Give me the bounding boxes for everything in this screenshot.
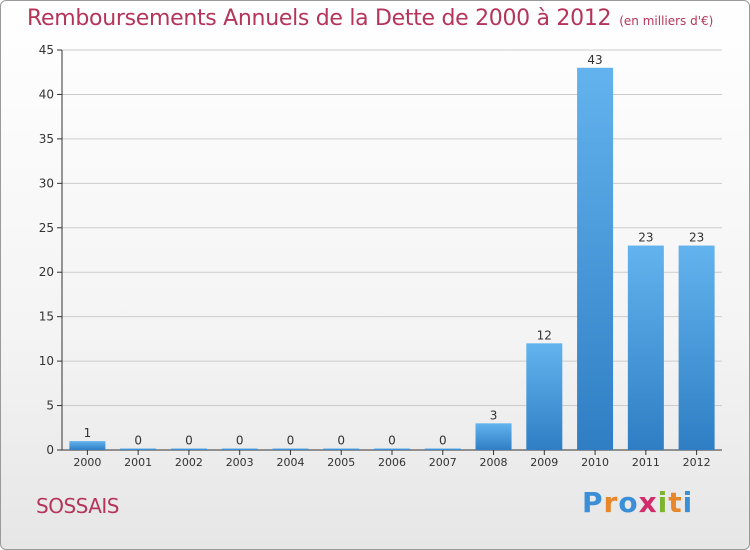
- data-label: 12: [537, 328, 552, 342]
- x-tick-label: 2011: [632, 456, 660, 469]
- x-tick-label: 2001: [124, 456, 152, 469]
- bar: [120, 448, 157, 450]
- data-label: 0: [388, 434, 396, 448]
- data-label: 0: [236, 434, 244, 448]
- y-tick-label: 5: [46, 399, 54, 413]
- logo-letter: t: [668, 486, 683, 519]
- data-label: 0: [439, 434, 447, 448]
- bar: [221, 448, 258, 450]
- logo-letter: r: [603, 486, 619, 519]
- y-tick-label: 0: [46, 443, 54, 457]
- logo-letter: i: [682, 486, 694, 519]
- bar: [69, 441, 106, 450]
- bar: [627, 245, 664, 450]
- logo-letter: o: [618, 486, 639, 519]
- bar: [424, 448, 461, 450]
- data-label: 0: [134, 434, 142, 448]
- data-label: 0: [337, 434, 345, 448]
- x-tick-label: 2002: [175, 456, 203, 469]
- logo-letter: x: [638, 486, 658, 519]
- data-label: 0: [287, 434, 295, 448]
- commune-name: SOSSAIS: [36, 494, 119, 518]
- data-label: 3: [490, 408, 498, 422]
- bar: [678, 245, 715, 450]
- x-tick-label: 2012: [683, 456, 711, 469]
- bar: [323, 448, 360, 450]
- data-label: 23: [689, 231, 704, 245]
- x-tick-label: 2000: [73, 456, 101, 469]
- y-tick-label: 35: [39, 132, 54, 146]
- chart-subtitle: (en milliers d'€): [619, 14, 714, 28]
- y-tick-label: 30: [39, 176, 54, 190]
- y-tick-label: 10: [39, 354, 54, 368]
- y-tick-label: 40: [39, 87, 54, 101]
- chart-title-text: Remboursements Annuels de la Dette de 20…: [27, 6, 612, 31]
- x-tick-label: 2004: [276, 456, 304, 469]
- bar: [170, 448, 207, 450]
- chart-title: Remboursements Annuels de la Dette de 20…: [27, 6, 713, 31]
- y-tick-label: 20: [39, 265, 54, 279]
- x-tick-label: 2005: [327, 456, 355, 469]
- logo-letter: P: [582, 486, 604, 519]
- data-label: 23: [638, 231, 653, 245]
- y-tick-label: 25: [39, 221, 54, 235]
- x-tick-label: 2010: [581, 456, 609, 469]
- data-label: 1: [84, 426, 92, 440]
- y-tick-label: 15: [39, 310, 54, 324]
- bar: [272, 448, 309, 450]
- x-tick-label: 2007: [429, 456, 457, 469]
- proxiti-logo: Proxiti: [582, 486, 693, 519]
- y-tick-label: 45: [39, 43, 54, 57]
- x-tick-label: 2003: [226, 456, 254, 469]
- x-tick-label: 2006: [378, 456, 406, 469]
- bar: [577, 67, 614, 451]
- bar: [475, 423, 512, 450]
- data-label: 43: [587, 53, 602, 67]
- logo-letter: i: [657, 486, 669, 519]
- x-tick-label: 2009: [530, 456, 558, 469]
- bar: [526, 343, 563, 450]
- bar: [374, 448, 410, 450]
- x-tick-label: 2008: [480, 456, 508, 469]
- data-label: 0: [185, 434, 193, 448]
